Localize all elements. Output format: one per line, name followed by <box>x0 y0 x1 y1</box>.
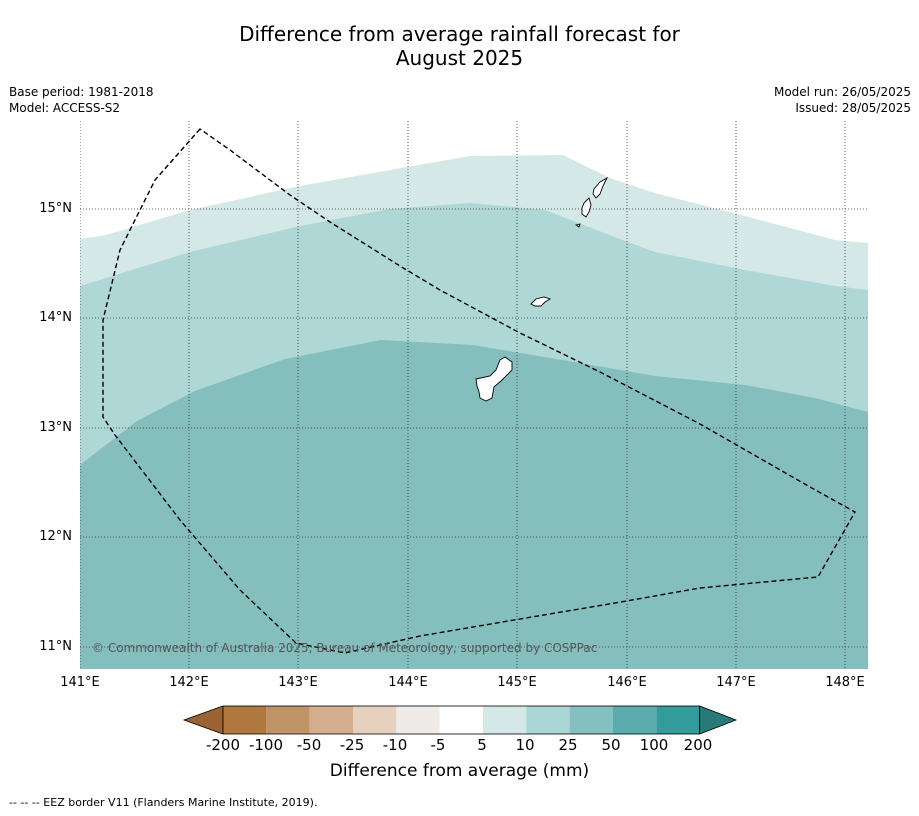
cb-tick-m50: -50 <box>296 736 322 754</box>
lon-label-145: 145°E <box>497 675 537 690</box>
colorbar-outline <box>222 705 701 735</box>
model-run: Model run: 26/05/2025 <box>773 85 911 99</box>
colorbar-swatch <box>656 706 700 734</box>
colorbar-swatch <box>223 706 267 734</box>
lon-label-142: 142°E <box>169 675 209 690</box>
colorbar-swatch <box>266 706 310 734</box>
lon-label-147: 147°E <box>716 675 756 690</box>
island-rota <box>530 296 552 307</box>
lon-label-146: 146°E <box>607 675 647 690</box>
colorbar-swatch <box>396 706 440 734</box>
title-line-1: Difference from average rainfall forecas… <box>239 22 680 46</box>
lat-label-13: 13°N <box>39 420 72 435</box>
colorbar-swatch <box>526 706 570 734</box>
eez-footnote: -- -- -- EEZ border V11 (Flanders Marine… <box>9 796 318 809</box>
chart-title: Difference from average rainfall forecas… <box>0 22 919 70</box>
graticule <box>80 121 868 669</box>
lon-label-141: 141°E <box>60 675 100 690</box>
island-tinian <box>581 197 592 218</box>
island-saipan <box>592 176 609 199</box>
cb-tick-25: 25 <box>558 736 578 754</box>
model-name: Model: ACCESS-S2 <box>9 101 121 115</box>
zone-25-50 <box>80 340 868 669</box>
cb-tick-m25: -25 <box>339 736 365 754</box>
colorbar-swatch <box>569 706 613 734</box>
meta-left: Base period: 1981-2018 Model: ACCESS-S2 <box>9 84 154 116</box>
colorbar-swatch <box>309 706 353 734</box>
cb-tick-50: 50 <box>601 736 621 754</box>
colorbar-extend-low <box>182 705 224 735</box>
lat-label-14: 14°N <box>39 310 72 325</box>
cb-tick-m10: -10 <box>382 736 408 754</box>
colorbar-swatch <box>439 706 483 734</box>
lat-label-11: 11°N <box>39 639 72 654</box>
meta-right: Model run: 26/05/2025 Issued: 28/05/2025 <box>774 84 911 116</box>
cb-tick-m100: -100 <box>248 736 284 754</box>
lon-label-148: 148°E <box>825 675 865 690</box>
island-aguijan <box>574 223 581 228</box>
cb-tick-5: 5 <box>477 736 487 754</box>
title-line-2: August 2025 <box>395 46 524 70</box>
base-period: Base period: 1981-2018 <box>9 85 154 99</box>
cb-tick-100: 100 <box>639 736 669 754</box>
cb-tick-m200: -200 <box>205 736 241 754</box>
lon-label-143: 143°E <box>278 675 318 690</box>
island-guam <box>475 356 513 402</box>
colorbar-swatch <box>352 706 397 734</box>
islands <box>475 176 609 402</box>
colorbar-swatch <box>612 706 657 734</box>
colorbar-label: Difference from average (mm) <box>329 761 590 781</box>
issued-date: Issued: 28/05/2025 <box>795 101 911 115</box>
cb-tick-200: 200 <box>683 736 713 754</box>
lat-label-12: 12°N <box>39 529 72 544</box>
colorbar-extend-high <box>699 705 738 735</box>
lat-label-15: 15°N <box>39 201 72 216</box>
copyright-notice: © Commonwealth of Australia 2025, Bureau… <box>92 641 598 655</box>
cb-tick-10: 10 <box>515 736 535 754</box>
colorbar-swatch <box>482 706 527 734</box>
rainfall-map <box>80 121 868 669</box>
lon-label-144: 144°E <box>388 675 428 690</box>
cb-tick-m5: -5 <box>430 736 446 754</box>
